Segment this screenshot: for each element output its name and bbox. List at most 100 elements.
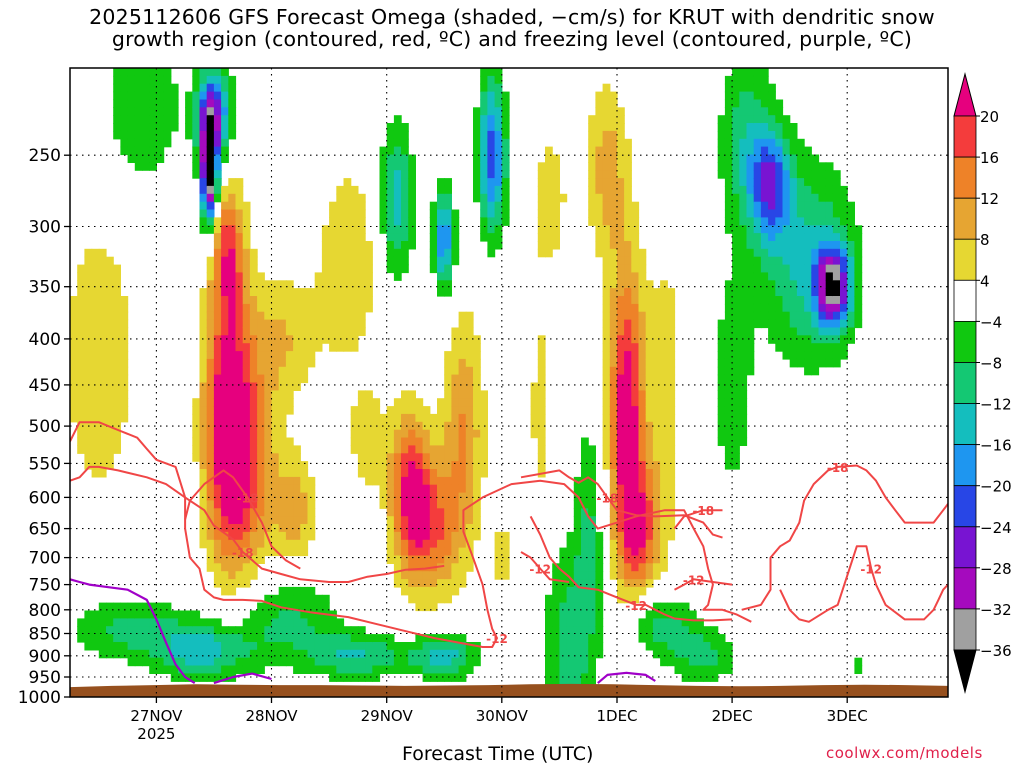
omega-cell: [732, 406, 740, 415]
omega-cell: [257, 319, 265, 329]
omega-cell: [444, 233, 452, 242]
omega-cell: [77, 374, 85, 384]
omega-cell: [221, 649, 229, 659]
omega-cell: [350, 413, 359, 423]
omega-cell: [350, 272, 359, 281]
omega-cell: [588, 217, 596, 226]
omega-cell: [739, 319, 748, 329]
omega-cell: [818, 209, 827, 218]
omega-cell: [652, 303, 661, 313]
omega-cell: [465, 531, 474, 541]
omega-cell: [379, 665, 388, 674]
omega-cell: [213, 75, 222, 85]
omega-cell: [609, 272, 618, 281]
omega-cell: [652, 469, 661, 478]
omega-cell: [602, 413, 611, 423]
omega-cell: [768, 193, 776, 203]
omega-cell: [206, 303, 215, 313]
omega-cell: [329, 288, 337, 297]
omega-cell: [537, 461, 546, 470]
omega-cell: [213, 366, 222, 376]
omega-cell: [811, 311, 820, 321]
omega-cell: [357, 280, 366, 289]
omega-cell: [617, 193, 625, 203]
omega-cell: [106, 429, 114, 439]
omega-cell: [559, 571, 568, 580]
omega-cell: [84, 374, 93, 384]
omega-cell: [249, 335, 258, 344]
omega-cell: [408, 209, 416, 218]
omega-cell: [264, 366, 273, 376]
y-tick-label: 1000: [18, 688, 61, 708]
omega-cell: [249, 445, 258, 454]
omega-cell: [307, 476, 316, 486]
omega-cell: [796, 201, 805, 211]
omega-cell: [746, 319, 755, 329]
omega-cell: [645, 618, 654, 627]
omega-cell: [638, 272, 647, 281]
omega-cell: [350, 209, 359, 218]
omega-cell: [293, 288, 301, 297]
omega-cell: [206, 413, 215, 423]
omega-cell: [840, 256, 848, 266]
colorbar-label: −4: [980, 313, 1002, 331]
omega-cell: [667, 382, 676, 391]
omega-cell: [113, 99, 121, 108]
omega-cell: [170, 618, 179, 627]
omega-cell: [213, 476, 222, 486]
omega-cell: [652, 500, 661, 509]
omega-cell: [789, 335, 798, 344]
omega-cell: [825, 241, 834, 250]
omega-cell: [242, 233, 251, 242]
omega-cell: [235, 539, 244, 549]
omega-cell: [840, 241, 848, 250]
omega-cell: [609, 343, 618, 352]
omega-cell: [372, 665, 381, 674]
omega-cell: [631, 358, 640, 368]
omega-cell: [717, 343, 726, 352]
omega-cell: [760, 75, 769, 85]
omega-cell: [206, 311, 215, 321]
omega-cell: [257, 649, 265, 659]
omega-cell: [782, 272, 791, 281]
omega-cell: [70, 303, 78, 313]
omega-cell: [480, 83, 488, 93]
omega-cell: [156, 146, 165, 156]
omega-cell: [609, 547, 618, 557]
omega-cell: [134, 146, 143, 156]
omega-cell: [624, 303, 632, 313]
omega-cell: [170, 91, 179, 101]
omega-cell: [796, 319, 805, 329]
omega-cell: [178, 618, 186, 627]
credit-link[interactable]: coolwx.com/models: [826, 744, 983, 762]
omega-cell: [746, 115, 755, 124]
omega-cell: [660, 335, 668, 344]
omega-cell: [293, 319, 301, 329]
omega-cell: [739, 123, 748, 132]
omega-cell: [213, 492, 222, 502]
omega-cell: [221, 673, 229, 682]
omega-cell: [357, 421, 366, 431]
omega-cell: [213, 500, 222, 509]
omega-cell: [422, 445, 431, 454]
omega-cell: [142, 146, 150, 156]
omega-cell: [796, 248, 805, 258]
omega-cell: [386, 162, 395, 171]
omega-cell: [321, 327, 330, 336]
omega-cell: [732, 170, 740, 179]
omega-cell: [796, 170, 805, 179]
omega-cell: [581, 665, 589, 674]
omega-cell: [314, 610, 323, 619]
omega-cell: [602, 421, 611, 431]
omega-cell: [624, 453, 632, 462]
omega-cell: [206, 91, 215, 101]
omega-cell: [429, 555, 438, 564]
omega-cell: [408, 233, 416, 242]
omega-cell: [638, 586, 647, 596]
omega-cell: [566, 571, 575, 580]
omega-cell: [192, 170, 201, 179]
omega-cell: [278, 524, 287, 533]
dendritic-contour-line: [741, 464, 948, 611]
omega-cell: [825, 335, 834, 344]
omega-cell: [746, 366, 755, 376]
